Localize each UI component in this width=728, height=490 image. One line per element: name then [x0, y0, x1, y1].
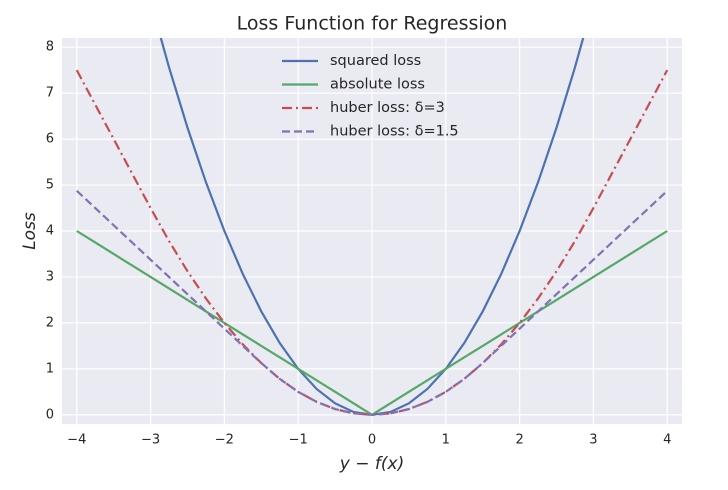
- y-tick-label: 8: [46, 40, 54, 55]
- x-tick-label: 2: [515, 433, 523, 448]
- y-tick-label: 0: [46, 407, 54, 422]
- y-tick-label: 3: [46, 269, 54, 284]
- x-tick-label: 0: [368, 433, 376, 448]
- x-tick-label: −1: [289, 433, 308, 448]
- x-axis-label: y − f(x): [339, 454, 404, 474]
- y-tick-label: 5: [46, 178, 54, 193]
- legend-label: squared loss: [330, 53, 421, 69]
- chart-title: Loss Function for Regression: [237, 13, 508, 35]
- series-line: [76, 189, 668, 416]
- legend: squared loss absolute loss huber loss: δ=3…: [282, 53, 459, 140]
- x-tick-label: 1: [442, 433, 450, 448]
- y-tick-label: 2: [46, 315, 54, 330]
- x-tick-label: −4: [67, 433, 86, 448]
- legend-label: absolute loss: [330, 77, 425, 93]
- y-tick-label: 4: [46, 224, 54, 239]
- x-tick-label: −3: [141, 433, 160, 448]
- legend-label: huber loss: δ=1.5: [330, 124, 459, 140]
- legend-label: huber loss: δ=3: [330, 100, 445, 116]
- lines: [75, 38, 669, 417]
- y-tick-label: 7: [46, 86, 54, 101]
- y-tick-label: 6: [46, 132, 54, 147]
- x-tick-label: 4: [663, 433, 671, 448]
- x-tick-label: 3: [589, 433, 597, 448]
- y-axis-label: Loss: [20, 212, 40, 250]
- y-tick-label: 1: [46, 361, 54, 376]
- series-line: [75, 69, 669, 416]
- x-tick-label: −2: [215, 433, 234, 448]
